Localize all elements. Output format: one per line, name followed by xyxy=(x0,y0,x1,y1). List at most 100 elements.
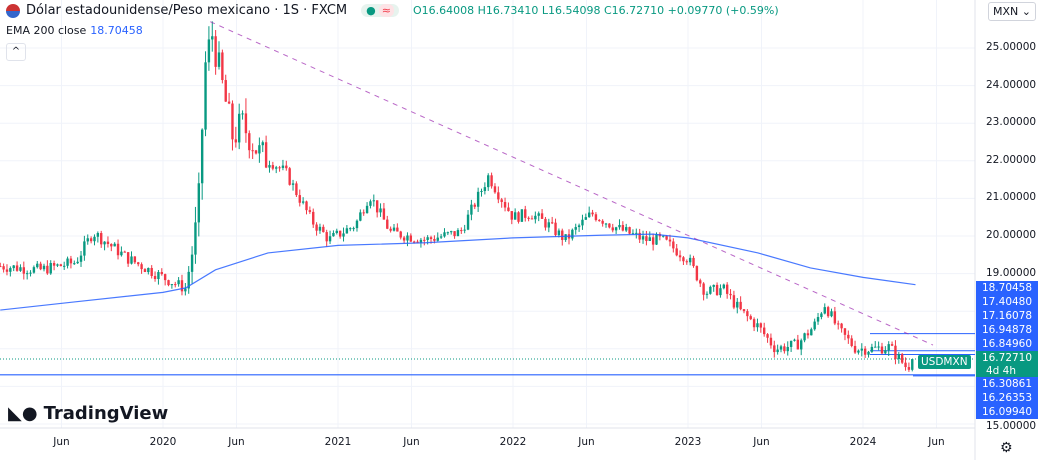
candle-body xyxy=(911,359,914,370)
ema-legend[interactable]: EMA 200 close 18.70458 xyxy=(6,24,143,37)
candle-body xyxy=(32,267,36,273)
x-tick-label: Jun xyxy=(753,436,770,448)
candle-body xyxy=(177,280,180,285)
price-label: 17.16078 xyxy=(976,309,1038,323)
candle-body xyxy=(288,168,291,185)
candle-body xyxy=(285,165,288,169)
candle-body xyxy=(705,293,709,295)
candle-body xyxy=(887,344,890,351)
candle-body xyxy=(907,367,911,370)
candle-body xyxy=(662,235,665,237)
candle-body xyxy=(776,349,779,353)
candle-body xyxy=(490,175,493,187)
y-tick-label: 22.00000 xyxy=(986,153,1037,166)
candle-body xyxy=(268,165,271,168)
candle-body xyxy=(598,220,601,222)
candle-body xyxy=(530,218,534,220)
candle-body xyxy=(170,284,174,286)
candle-body xyxy=(5,269,9,272)
candle-body xyxy=(752,319,756,328)
candle-body xyxy=(137,262,140,265)
candle-body xyxy=(503,202,507,208)
candle-body xyxy=(554,222,557,236)
candle-body xyxy=(618,225,621,228)
candle-body xyxy=(59,264,63,267)
candle-body xyxy=(359,212,362,221)
candle-body xyxy=(386,219,389,229)
candle-body xyxy=(648,237,651,242)
candle-body xyxy=(402,237,406,241)
candle-body xyxy=(349,228,352,230)
market-status[interactable]: ● ≈ xyxy=(361,4,399,17)
x-tick-label: 2024 xyxy=(849,436,877,448)
candle-body xyxy=(25,273,29,275)
open-value: O16.64008 xyxy=(412,4,475,17)
candle-body xyxy=(621,225,625,231)
candle-body xyxy=(837,323,840,325)
candle-body xyxy=(130,256,133,264)
candle-body xyxy=(507,207,510,212)
candle-body xyxy=(483,187,487,191)
candle-body xyxy=(231,103,234,140)
tradingview-logo[interactable]: ◣● TradingView xyxy=(8,403,168,424)
x-tick-label: Jun xyxy=(928,436,945,448)
candle-body xyxy=(258,145,261,154)
candle-body xyxy=(813,321,816,330)
y-tick-label: 21.00000 xyxy=(986,191,1037,204)
candle-body xyxy=(587,212,591,218)
candle-body xyxy=(147,267,150,273)
candle-body xyxy=(890,344,894,346)
candle-body xyxy=(42,265,46,270)
candle-body xyxy=(537,213,540,216)
x-tick-label: Jun xyxy=(578,436,595,448)
candle-body xyxy=(76,261,79,264)
candle-body xyxy=(133,256,137,263)
candle-body xyxy=(332,232,335,237)
candle-body xyxy=(557,230,561,236)
x-tick-label: 2021 xyxy=(324,436,352,448)
price-label: 16.30861 xyxy=(976,377,1038,391)
candle-body xyxy=(241,113,244,115)
high-value: H16.73410 xyxy=(477,4,539,17)
candle-body xyxy=(695,266,699,281)
candle-body xyxy=(89,238,93,242)
candle-body xyxy=(833,311,837,324)
settings-icon[interactable]: ⚙ xyxy=(1000,440,1013,456)
candle-body xyxy=(604,223,608,225)
x-tick-label: Jun xyxy=(228,436,245,448)
candle-body xyxy=(443,232,446,237)
collapse-legend-button[interactable]: ^ xyxy=(6,43,26,61)
candle-body xyxy=(816,317,820,322)
candle-body xyxy=(719,288,722,296)
candle-body xyxy=(328,236,332,242)
candle-body xyxy=(120,251,123,256)
candle-body xyxy=(466,214,470,230)
candle-body xyxy=(163,274,167,281)
candle-body xyxy=(261,142,264,146)
currency-select[interactable]: MXN ⌄ xyxy=(988,2,1036,21)
candle-body xyxy=(200,129,204,184)
candle-body xyxy=(174,284,177,286)
candle-body xyxy=(439,236,443,238)
candle-body xyxy=(190,254,194,272)
candle-body xyxy=(116,243,120,256)
candle-body xyxy=(665,235,668,240)
candle-body xyxy=(510,211,513,220)
price-label: 18.70458 xyxy=(976,281,1038,295)
candle-body xyxy=(73,263,76,265)
candle-body xyxy=(140,264,143,270)
x-tick-label: Jun xyxy=(53,436,70,448)
candle-body xyxy=(742,309,746,312)
candle-body xyxy=(900,354,904,363)
symbol-title[interactable]: Dólar estadounidense/Peso mexicano · 1S … xyxy=(26,3,348,18)
candle-body xyxy=(709,286,712,294)
candle-body xyxy=(113,243,116,247)
candle-body xyxy=(638,232,641,240)
candle-body xyxy=(416,241,419,243)
candle-body xyxy=(826,307,830,317)
candle-body xyxy=(497,192,500,200)
candle-body xyxy=(628,227,631,234)
brand-name: TradingView xyxy=(43,403,169,424)
